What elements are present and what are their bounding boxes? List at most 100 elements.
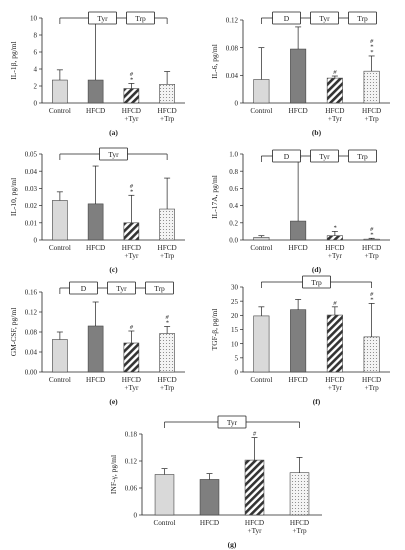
factor-box-label: Trp — [357, 152, 368, 161]
x-tick-label: HFCD — [122, 376, 141, 384]
bar — [159, 333, 175, 373]
x-tick-label: HFCD — [289, 244, 308, 252]
x-tick-label: +Trp — [160, 384, 175, 392]
bar — [253, 237, 270, 241]
factor-box — [69, 281, 98, 295]
x-tick-label: +Tyr — [328, 252, 343, 260]
significance-mark: # — [333, 300, 337, 307]
significance-mark: * — [370, 296, 374, 303]
significance-mark: # — [370, 226, 374, 233]
y-tick-label: 0.2 — [229, 219, 238, 227]
x-tick-label: HFCD — [86, 376, 105, 384]
y-tick-label: 0.02 — [25, 202, 38, 210]
x-tick-label: HFCD — [290, 519, 309, 527]
bar — [52, 79, 68, 104]
y-tick-label: 8 — [34, 32, 38, 40]
x-tick-label: +Tyr — [124, 252, 139, 260]
chart-panel: 0 0.01 0.02 0.03 0.04 0.05 IL-10, pg/ml Control… — [9, 147, 185, 274]
x-tick-label: Control — [49, 244, 71, 252]
factor-box-label: Trp — [357, 14, 368, 23]
factor-box-label: Tyr — [97, 14, 108, 23]
panel-label: (c) — [109, 265, 118, 274]
panel-label: (e) — [109, 397, 118, 406]
x-tick-label: Control — [250, 244, 272, 252]
x-tick-label: Control — [154, 519, 176, 527]
y-axis-label: IL-6, pg/ml — [210, 44, 219, 79]
bar — [326, 314, 343, 373]
y-tick-label: 0 — [235, 100, 239, 108]
factor-box — [302, 275, 331, 289]
y-tick-label: 0 — [235, 369, 239, 377]
factor-box-label: Tyr — [116, 284, 127, 293]
significance-mark: * — [130, 76, 134, 83]
panel-label: (f) — [313, 397, 321, 406]
x-tick-label: HFCD — [158, 244, 177, 252]
bar — [290, 220, 307, 241]
y-tick-label: 10 — [231, 340, 239, 348]
y-tick-label: 0.04 — [25, 168, 38, 176]
x-tick-label: Control — [49, 376, 71, 384]
significance-mark: * — [370, 43, 374, 50]
significance-mark: # — [130, 71, 134, 78]
y-axis-label: IL-10, pg/ml — [9, 178, 18, 216]
panel-label: (d) — [312, 265, 322, 274]
factor-box-label: D — [81, 284, 87, 293]
x-tick-label: +Trp — [365, 115, 380, 123]
significance-mark: # — [370, 38, 374, 45]
x-tick-label: Control — [49, 107, 71, 115]
y-tick-label: 30 — [231, 284, 239, 292]
y-axis-label: IL-17A, pg/ml — [210, 175, 219, 219]
x-tick-label: HFCD — [325, 376, 344, 384]
x-tick-label: HFCD — [158, 107, 177, 115]
significance-mark: # — [130, 183, 134, 190]
significance-mark: # — [370, 291, 374, 298]
x-tick-label: +Tyr — [328, 384, 343, 392]
bar — [52, 200, 68, 241]
y-tick-label: 0.12 — [125, 458, 138, 466]
bar — [123, 222, 140, 241]
factor-box — [126, 11, 155, 25]
y-tick-label: 0.08 — [25, 329, 38, 337]
chart-panel: 0 0.04 0.08 0.12 IL-6, pg/ml Control HFCD # HFCD… — [210, 11, 390, 137]
y-tick-label: 0.4 — [229, 202, 238, 210]
significance-mark: # — [333, 69, 337, 76]
x-tick-label: +Tyr — [328, 115, 343, 123]
x-tick-label: Control — [250, 376, 272, 384]
bar — [363, 336, 380, 373]
y-tick-label: 15 — [231, 326, 239, 334]
x-tick-label: HFCD — [289, 107, 308, 115]
y-tick-label: 0.08 — [226, 44, 239, 52]
chart-panel: 0.0 0.2 0.4 0.6 0.8 1.0 IL-17A, pg/ml Control HF… — [210, 149, 390, 274]
bar — [253, 79, 270, 104]
y-tick-label: 0.01 — [25, 219, 38, 227]
y-tick-label: 0.0 — [229, 237, 238, 245]
x-tick-label: HFCD — [325, 107, 344, 115]
y-tick-label: 0.04 — [226, 72, 239, 80]
y-tick-label: 2 — [34, 83, 38, 91]
x-tick-label: HFCD — [325, 244, 344, 252]
bar — [289, 472, 310, 516]
x-tick-label: +Tyr — [124, 384, 139, 392]
chart-panel: 0 5 10 15 20 25 30 TGF-β, pg/ml Control HFCD # HFCD… — [210, 275, 390, 406]
significance-mark: * — [166, 320, 170, 327]
x-tick-label: +Tyr — [124, 115, 139, 123]
bar — [159, 84, 175, 104]
x-tick-label: +Trp — [365, 252, 380, 260]
x-tick-label: +Trp — [160, 252, 175, 260]
x-tick-label: HFCD — [158, 376, 177, 384]
panel-label: (b) — [312, 128, 322, 137]
factor-box-label: Trp — [311, 278, 322, 287]
y-tick-label: 5 — [235, 354, 239, 362]
bar — [290, 309, 307, 373]
significance-mark: * — [333, 224, 337, 231]
x-tick-label: HFCD — [245, 519, 264, 527]
bar — [326, 77, 343, 104]
y-tick-label: 25 — [231, 298, 239, 306]
x-tick-label: Control — [250, 107, 272, 115]
x-tick-label: HFCD — [289, 376, 308, 384]
bar — [199, 479, 220, 516]
panel-label: (a) — [109, 128, 118, 137]
y-axis-label: TGF-β, pg/ml — [210, 309, 219, 351]
factor-box — [99, 147, 128, 161]
x-tick-label: HFCD — [122, 244, 141, 252]
